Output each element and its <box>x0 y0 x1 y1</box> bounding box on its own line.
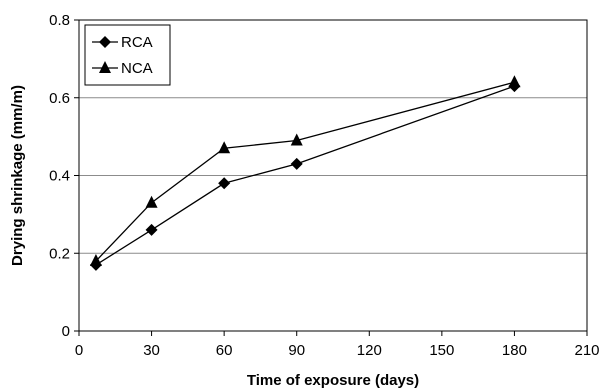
legend-entry: NCA <box>92 60 153 77</box>
triangle-marker <box>508 75 521 88</box>
legend-box <box>84 24 171 86</box>
triangle-marker <box>218 141 231 154</box>
x-axis-title: Time of exposure (days) <box>247 372 419 389</box>
series-nca <box>89 75 521 267</box>
legend: RCA NCA <box>84 24 171 86</box>
y-tick-label: 0.6 <box>49 90 70 107</box>
diamond-marker <box>99 36 111 48</box>
x-tick-label: 90 <box>288 342 305 359</box>
x-tick-label: 30 <box>143 342 160 359</box>
triangle-marker <box>290 133 303 146</box>
series-layer <box>89 75 521 271</box>
y-tick-label: 0 <box>62 323 70 340</box>
diamond-marker <box>145 223 158 236</box>
legend-label: NCA <box>121 60 153 77</box>
x-tick-label: 180 <box>502 342 527 359</box>
x-tick-label: 120 <box>357 342 382 359</box>
y-tick-label: 0.4 <box>49 168 70 185</box>
legend-entry: RCA <box>92 34 153 51</box>
legend-label: RCA <box>121 34 153 51</box>
diamond-marker <box>218 177 231 190</box>
triangle-marker <box>89 254 102 267</box>
axis-ticks: 0 0.2 0.4 0.6 0.8 0 30 60 90 120 150 180 210 <box>49 12 599 359</box>
triangle-marker <box>145 195 158 208</box>
x-tick-label: 0 <box>75 342 83 359</box>
y-tick-label: 0.2 <box>49 245 70 262</box>
y-axis-title: Drying shrinkage (mm/m) <box>9 85 26 266</box>
x-tick-label: 150 <box>429 342 454 359</box>
diamond-marker <box>290 157 303 170</box>
x-tick-label: 60 <box>216 342 233 359</box>
x-tick-label: 210 <box>574 342 599 359</box>
y-tick-label: 0.8 <box>49 12 70 29</box>
triangle-marker <box>99 61 111 73</box>
gridlines <box>79 97 587 254</box>
